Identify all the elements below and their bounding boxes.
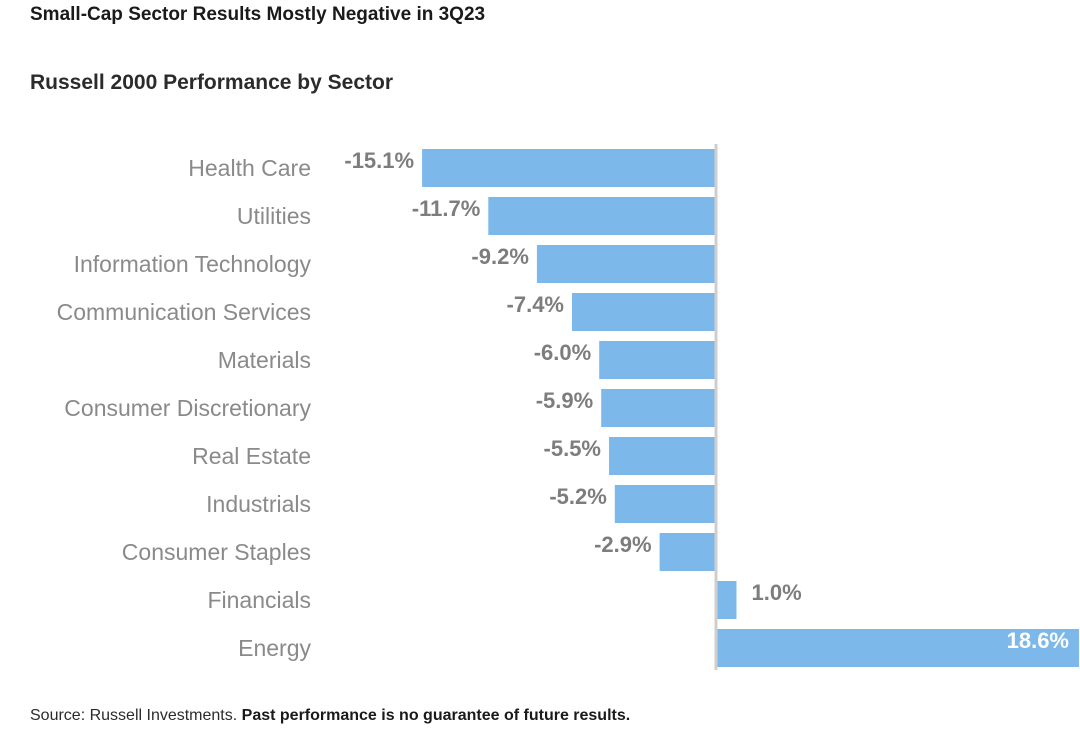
bar-health-care: [422, 149, 716, 187]
value-label-consumer-staples: -2.9%: [594, 532, 651, 557]
bar-real-estate: [609, 437, 716, 475]
value-label-materials: -6.0%: [534, 340, 591, 365]
category-label-financials: Financials: [207, 587, 311, 613]
chart-subtitle: Russell 2000 Performance by Sector: [30, 71, 394, 94]
value-label-energy: 18.6%: [1007, 628, 1069, 653]
category-label-consumer-discretionary: Consumer Discretionary: [64, 395, 311, 421]
value-label-information-technology: -9.2%: [471, 244, 528, 269]
category-label-energy: Energy: [238, 635, 311, 661]
value-label-real-estate: -5.5%: [544, 436, 601, 461]
bar-utilities: [488, 197, 716, 235]
value-label-industrials: -5.2%: [549, 484, 606, 509]
bar-consumer-discretionary: [601, 389, 716, 427]
category-label-health-care: Health Care: [188, 155, 311, 181]
value-label-utilities: -11.7%: [412, 196, 481, 221]
category-label-materials: Materials: [218, 347, 311, 373]
bar-information-technology: [536, 245, 716, 283]
category-label-industrials: Industrials: [206, 491, 311, 517]
value-label-health-care: -15.1%: [344, 148, 414, 173]
category-label-information-technology: Information Technology: [74, 251, 312, 277]
chart-title: Small-Cap Sector Results Mostly Negative…: [30, 4, 486, 25]
value-label-financials: 1.0%: [752, 580, 802, 605]
value-label-communication-services: -7.4%: [507, 292, 564, 317]
bar-materials: [599, 341, 716, 379]
value-labels-group: -15.1% -11.7% -9.2% -7.4% -6.0% -5.9% -5.5% -5.…: [344, 148, 1069, 653]
bar-industrials: [614, 485, 716, 523]
source-note: Source: Russell Investments. Past perfor…: [30, 707, 630, 725]
bar-financials: [717, 581, 737, 619]
category-labels-group: Health Care Utilities Information Technolo…: [57, 155, 312, 661]
source-disclaimer: Past performance is no guarantee of futu…: [241, 707, 631, 724]
bar-communication-services: [572, 293, 716, 331]
bar-consumer-staples: [659, 533, 716, 571]
category-label-utilities: Utilities: [237, 203, 311, 229]
source-prefix: Source: Russell Investments.: [30, 707, 238, 724]
category-label-consumer-staples: Consumer Staples: [122, 539, 311, 565]
category-label-real-estate: Real Estate: [192, 443, 311, 469]
bars-group: [422, 149, 1079, 667]
value-label-consumer-discretionary: -5.9%: [536, 388, 593, 413]
bar-chart: Health Care Utilities Information Technolo…: [57, 144, 1079, 670]
bar-energy: [717, 629, 1079, 667]
category-label-communication-services: Communication Services: [57, 299, 311, 325]
